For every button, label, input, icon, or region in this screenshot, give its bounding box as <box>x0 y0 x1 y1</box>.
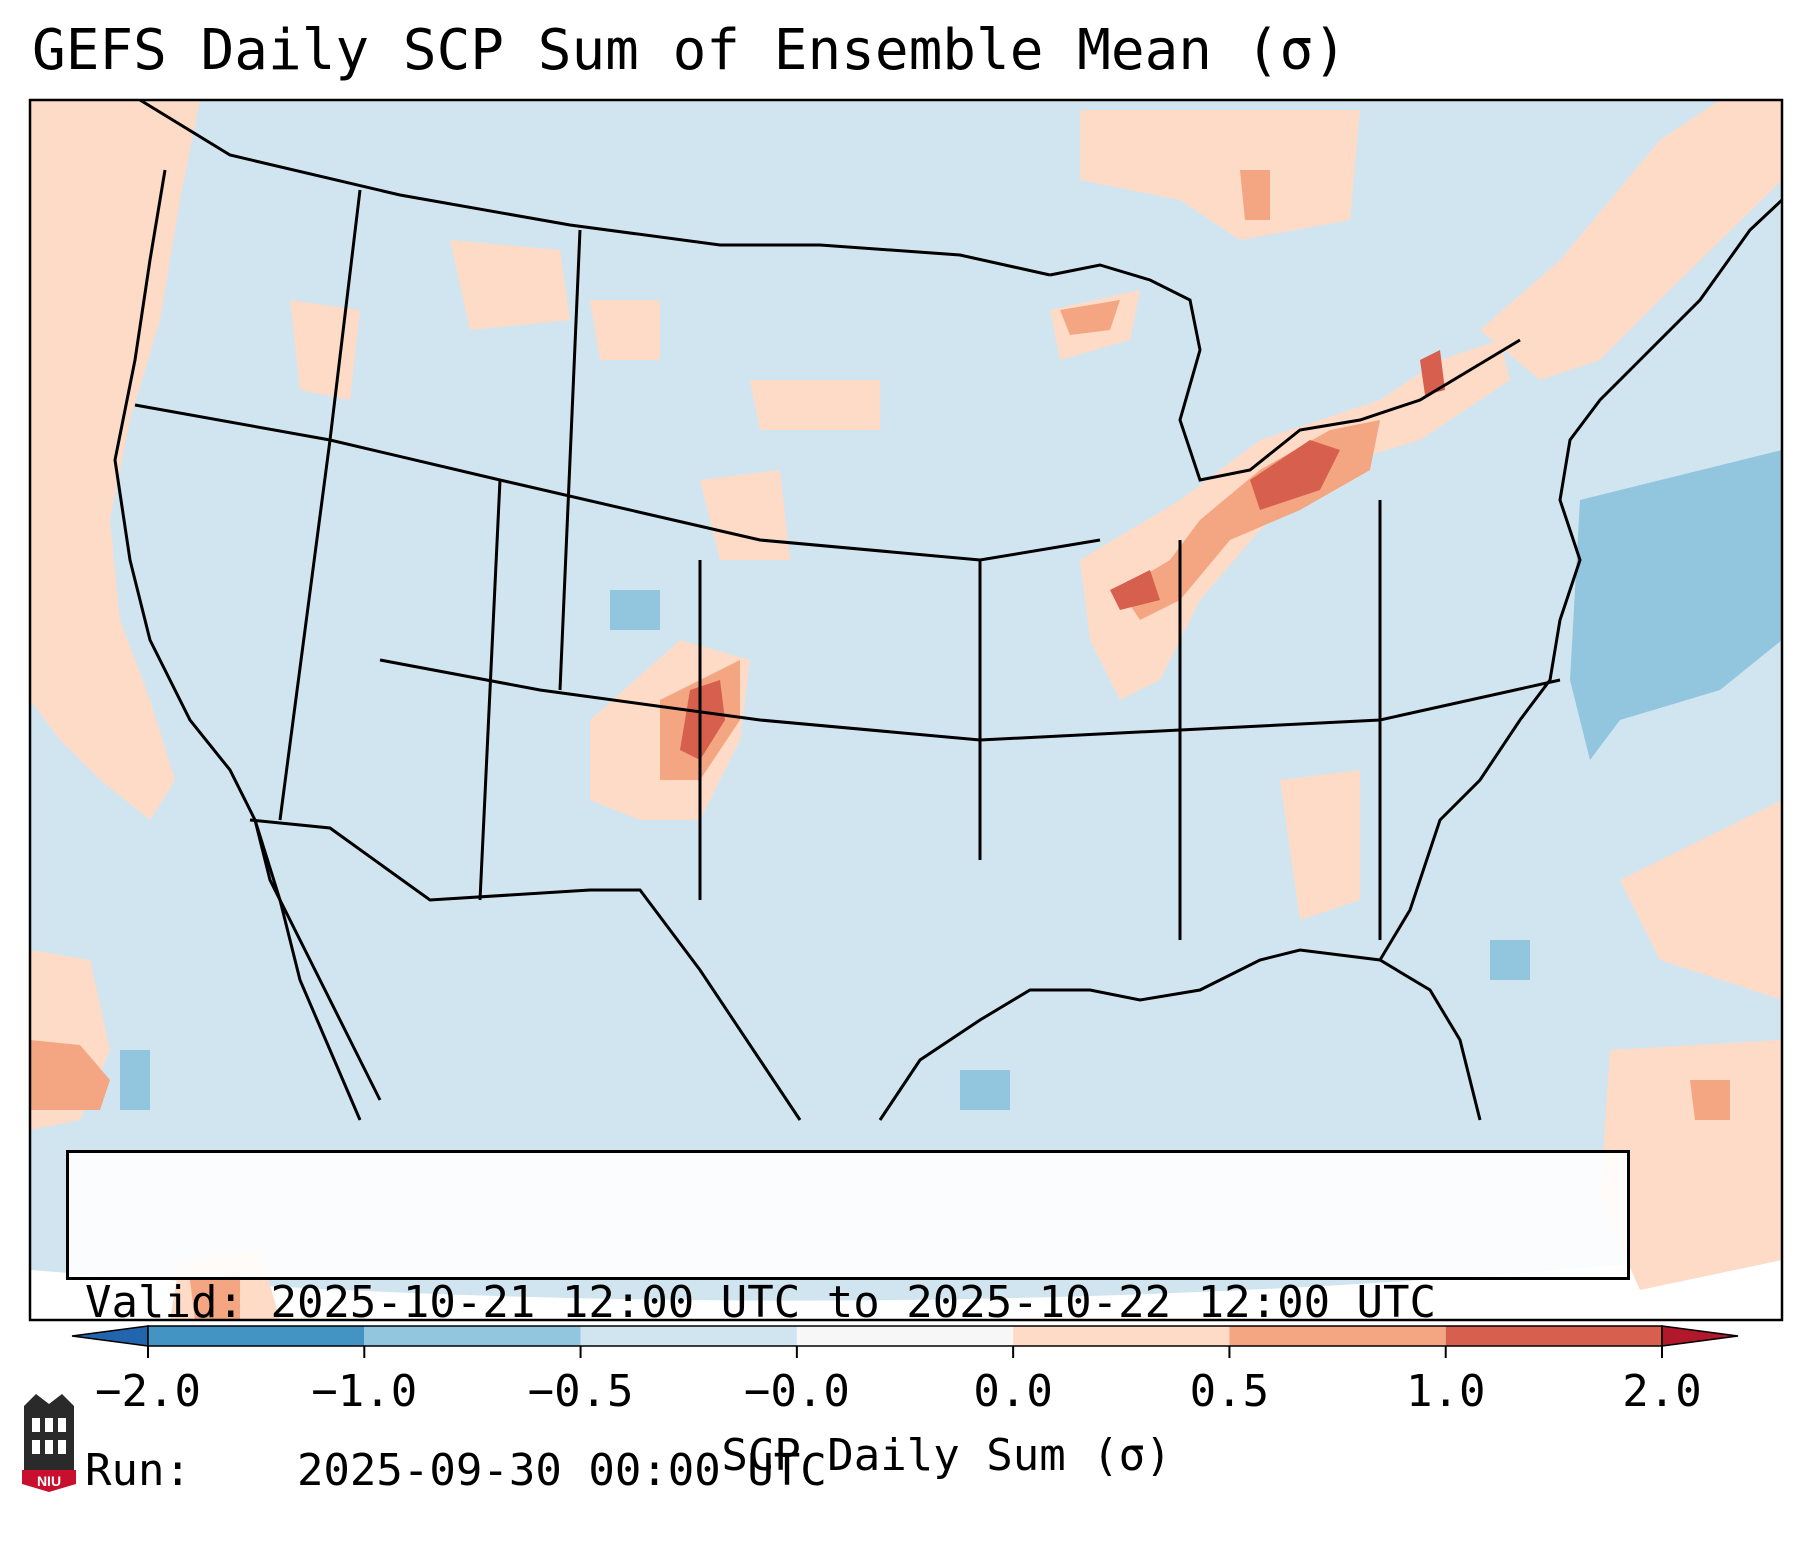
montana-east-positive-area <box>590 300 660 360</box>
valid-value: 2025-10-21 12:00 UTC to 2025-10-22 12:00… <box>270 1277 1437 1328</box>
gulf-coastline <box>878 948 1482 1121</box>
state-line-idaho-nevada <box>278 189 362 821</box>
map-figure: −2.0 −1.0 −0.5 −0.0 0.0 0.5 1.0 2.0 <box>28 98 1784 1417</box>
georgia-positive-area <box>1280 770 1360 920</box>
us-mexico-border <box>249 818 802 1121</box>
pacific-southwest-moderate-area <box>30 1040 110 1110</box>
colorbar-tick-label: −0.5 <box>528 1366 634 1417</box>
valid-label: Valid: <box>85 1277 244 1328</box>
dakota-positive-area <box>750 380 880 430</box>
great-lakes-outline <box>1049 263 1521 482</box>
state-line-wy-co <box>558 229 582 691</box>
state-line-north <box>134 403 1101 562</box>
illinois-strong-area <box>1110 570 1160 610</box>
pacific-negative-area <box>120 1050 150 1110</box>
colorbar-tick-label: 0.5 <box>1190 1366 1269 1417</box>
colorbar-border <box>147 1325 1663 1347</box>
colorbar-tick-label: 0.0 <box>973 1366 1052 1417</box>
colorbar-segment <box>364 1326 581 1346</box>
run-label: Run: <box>85 1445 191 1496</box>
michigan-strong-area <box>1250 440 1340 510</box>
canada-moderate-area <box>1240 170 1270 220</box>
atlantic-positive-area <box>1620 800 1782 1000</box>
colorbar-segment <box>796 1326 1014 1346</box>
atlantic-negative-area <box>1570 450 1782 760</box>
colorbar-segment <box>580 1326 797 1346</box>
gulf-negative-area <box>960 1070 1010 1110</box>
colorbar-tick-label: −1.0 <box>311 1366 417 1417</box>
state-line-az-nm <box>478 479 502 901</box>
colorbar-label: SCP Daily Sum (σ) <box>721 1430 1172 1481</box>
run-value: 2025-09-30 00:00 UTC <box>296 1445 827 1496</box>
colorbar-tick-label: 1.0 <box>1406 1366 1485 1417</box>
anomaly-field <box>30 100 1782 1320</box>
colorado-negative-area <box>610 590 660 630</box>
northwest-positive-area <box>290 300 360 400</box>
caribbean-moderate-area <box>1690 1080 1730 1120</box>
colorbar-tick-label: −0.0 <box>744 1366 850 1417</box>
boundaries <box>113 100 1782 1121</box>
run-line: Run: 2025-09-30 00:00 UTC <box>85 1443 1611 1499</box>
pacific-coastline <box>113 169 382 1101</box>
colorbar-extend-high <box>1661 1325 1739 1347</box>
colorbar-tick-label: 2.0 <box>1622 1366 1701 1417</box>
map-frame <box>28 98 1784 1322</box>
colorbar <box>71 1325 1739 1358</box>
colorbar-tick-labels: −2.0 −1.0 −0.5 −0.0 0.0 0.5 1.0 2.0 <box>95 1366 1702 1417</box>
map-title: GEFS Daily SCP Sum of Ensemble Mean (σ) <box>32 18 1347 83</box>
baja-coastline <box>253 819 362 1121</box>
lake-superior-moderate-area <box>1060 300 1120 335</box>
run-info-box: Valid: 2025-10-21 12:00 UTC to 2025-10-2… <box>66 1150 1630 1496</box>
canada-positive-area <box>1080 110 1360 240</box>
projection-edge <box>30 1250 1782 1320</box>
colorbar-segment <box>148 1326 365 1346</box>
colorbar-segment <box>1229 1326 1446 1346</box>
caribbean-positive-area <box>1600 1040 1782 1290</box>
midwest-positive-area <box>1080 340 1510 700</box>
atlantic-coastline <box>1378 198 1782 961</box>
colorbar-segment <box>1445 1326 1662 1346</box>
valid-line: Valid: 2025-10-21 12:00 UTC to 2025-10-2… <box>85 1275 1611 1331</box>
baja-south-moderate-area <box>190 1275 240 1320</box>
atlantic-small-negative-area <box>1490 940 1530 980</box>
colorbar-segment <box>1013 1326 1230 1346</box>
new-mexico-strong-area <box>680 680 725 760</box>
lake-ontario-strong-area <box>1420 350 1445 395</box>
us-canada-border <box>139 100 1051 277</box>
nebraska-positive-area <box>700 470 790 560</box>
montana-positive-area <box>450 240 570 330</box>
svg-text:NIU: NIU <box>37 1473 61 1489</box>
colorbar-tick-label: −2.0 <box>95 1366 201 1417</box>
new-england-positive-area <box>1480 100 1782 380</box>
niu-logo: NIU <box>22 1394 76 1492</box>
map-background <box>30 100 1782 1320</box>
